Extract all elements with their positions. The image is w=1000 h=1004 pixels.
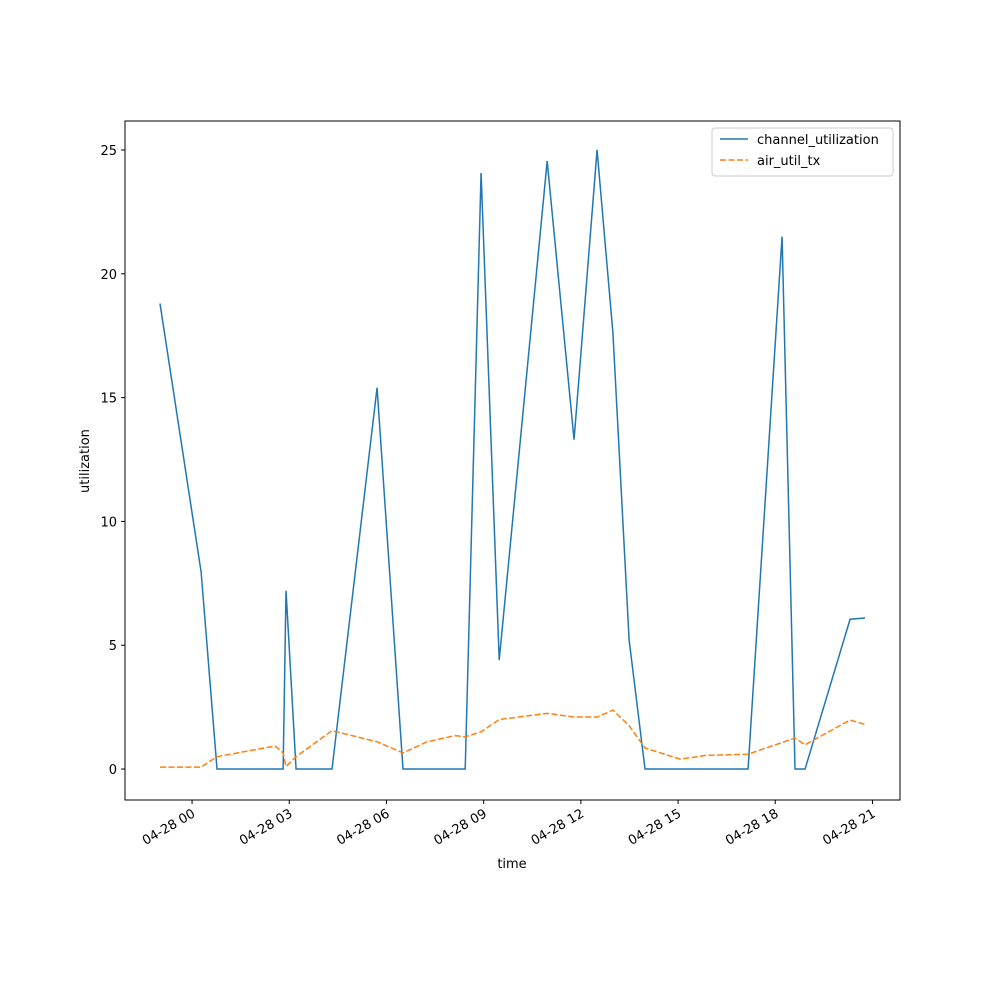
x-tick-label: 04-28 21 [820,806,878,848]
y-tick-label: 25 [100,144,117,159]
plot-frame [124,120,901,801]
y-tick-label: 5 [109,639,117,654]
y-tick-label: 10 [100,515,117,530]
series-line [159,149,866,770]
y-axis-label: utilization [78,429,93,493]
y-tick-label: 0 [109,763,117,778]
x-axis-label: time [497,857,526,872]
x-tick-label: 04-28 18 [723,806,781,848]
series-line [159,709,866,769]
x-tick-label: 04-28 03 [237,806,295,848]
x-tick-label: 04-28 09 [432,806,490,848]
y-tick-label: 20 [100,268,117,283]
x-tick-label: 04-28 12 [529,806,587,848]
x-tick-label: 04-28 06 [334,806,392,848]
x-tick-label: 04-28 15 [626,806,684,848]
legend-label: air_util_tx [757,154,821,169]
legend-box [711,127,894,177]
x-tick-label: 04-28 00 [140,806,198,848]
legend-label: channel_utilization [757,133,879,148]
y-tick-label: 15 [100,392,117,407]
